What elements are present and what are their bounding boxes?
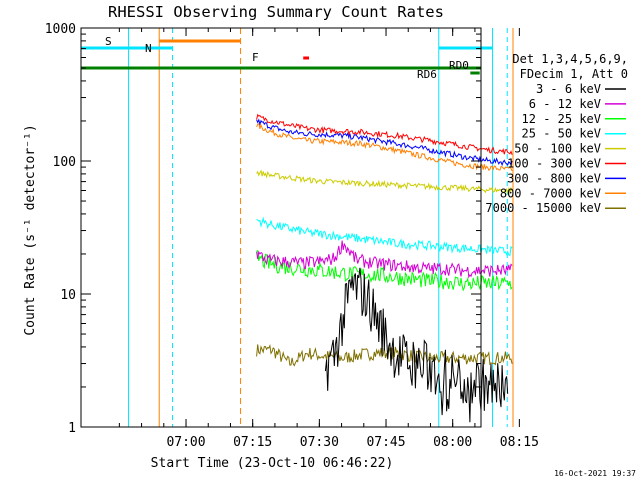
series-line-3-6-keV-kev bbox=[324, 267, 509, 423]
x-axis-label: Start Time (23-Oct-10 06:46:22) bbox=[151, 456, 394, 471]
legend-label-25-50-keV-kev: 25 - 50 keV bbox=[522, 127, 601, 141]
legend-label-50-100-keV-kev: 50 - 100 keV bbox=[514, 142, 601, 156]
legend-label-800-7000-keV-kev: 800 - 7000 keV bbox=[500, 186, 601, 200]
legend-label-3-6-keV-kev: 3 - 6 keV bbox=[536, 82, 601, 96]
y-tick-label-3: 1000 bbox=[45, 22, 76, 37]
series-layer bbox=[256, 113, 513, 423]
series-line-50-100-keV-kev bbox=[256, 169, 513, 195]
saa-label: S bbox=[105, 35, 112, 48]
flare-label: F bbox=[252, 51, 259, 64]
footer-date: 16-Oct-2021 19:37 bbox=[554, 469, 636, 478]
legend: Det 1,3,4,5,6,9,FDecim 1, Att 03 - 6 keV… bbox=[485, 52, 628, 215]
y-tick-label-0: 1 bbox=[68, 421, 76, 436]
legend-label-12-25-keV-kev: 12 - 25 keV bbox=[522, 112, 601, 126]
x-tick-label-5: 08:15 bbox=[500, 435, 539, 450]
rd0-label: RD0 bbox=[449, 59, 469, 72]
x-tick-label-3: 07:45 bbox=[366, 435, 405, 450]
series-line-25-50-keV-kev bbox=[256, 216, 513, 257]
series-line-6-12-keV-kev bbox=[256, 240, 513, 279]
series-line-300-800-keV-kev bbox=[256, 118, 513, 167]
x-tick-label-2: 07:30 bbox=[300, 435, 339, 450]
legend-label-300-800-keV-kev: 300 - 800 keV bbox=[507, 171, 601, 185]
legend-label-100-300-keV-kev: 100 - 300 keV bbox=[507, 157, 601, 171]
x-tick-label-1: 07:15 bbox=[233, 435, 272, 450]
x-tick-label-4: 08:00 bbox=[433, 435, 472, 450]
legend-header-detectors: Det 1,3,4,5,6,9, bbox=[512, 52, 628, 66]
x-tick-label-0: 07:00 bbox=[166, 435, 205, 450]
rd6-label: RD6 bbox=[417, 68, 437, 81]
legend-label-6-12-keV-kev: 6 - 12 keV bbox=[529, 97, 601, 111]
legend-header-decimation: FDecim 1, Att 0 bbox=[520, 67, 628, 81]
plot-frame bbox=[80, 27, 482, 428]
night-label: N bbox=[145, 42, 152, 55]
series-line-12-25-keV-kev bbox=[256, 250, 513, 292]
series-line-800-7000-keV-kev bbox=[256, 122, 513, 172]
y-tick-label-1: 10 bbox=[60, 288, 76, 303]
marker-layer: S N F RD0 RD6 bbox=[80, 28, 514, 427]
chart-title: RHESSI Observing Summary Count Rates bbox=[108, 3, 444, 21]
y-tick-label-2: 100 bbox=[53, 155, 76, 170]
legend-label-7000-15000-keV-kev: 7000 - 15000 keV bbox=[485, 201, 601, 215]
y-ticks: 1 10 100 1000 bbox=[45, 22, 481, 436]
series-line-100-300-keV-kev bbox=[256, 113, 513, 155]
y-axis-label: Count Rate (s⁻¹ detector⁻¹) bbox=[23, 124, 38, 335]
x-ticks: 07:00 07:15 07:30 07:45 08:00 08:15 bbox=[118, 28, 539, 450]
